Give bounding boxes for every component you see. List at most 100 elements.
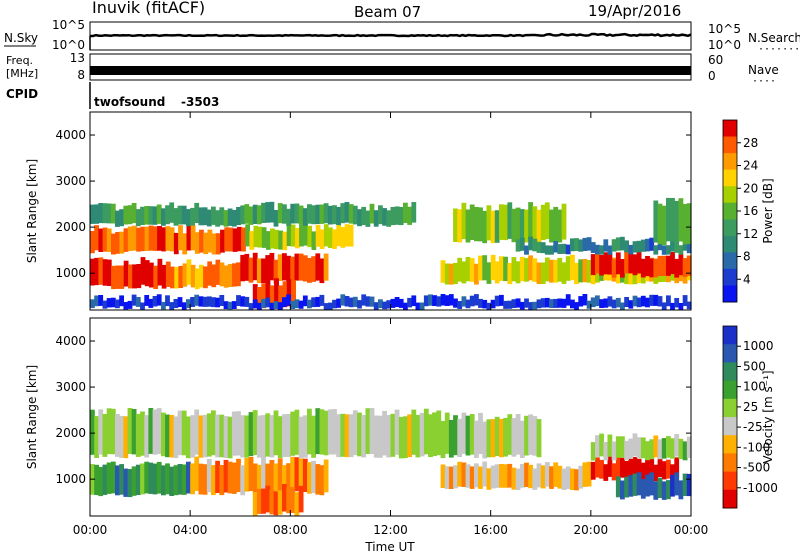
range-cell xyxy=(265,280,271,307)
range-cell xyxy=(599,299,604,308)
colorbar-swatch xyxy=(723,489,737,509)
range-cell xyxy=(474,294,479,306)
range-cell xyxy=(102,300,108,309)
range-cell xyxy=(478,255,483,281)
range-cell xyxy=(249,231,255,250)
range-cell xyxy=(524,298,529,308)
range-cell xyxy=(549,259,554,283)
range-cell xyxy=(590,254,596,276)
range-cell xyxy=(106,203,112,224)
range-cell xyxy=(165,261,171,287)
range-cell xyxy=(607,245,613,255)
range-cell xyxy=(645,238,650,252)
range-cell xyxy=(115,210,120,227)
range-cell xyxy=(127,300,133,309)
range-cell xyxy=(323,303,329,310)
range-cell xyxy=(286,487,291,514)
range-cell xyxy=(549,299,554,308)
range-cell xyxy=(532,238,538,252)
range-cell xyxy=(582,294,588,306)
range-cell xyxy=(557,465,563,489)
range-cell xyxy=(411,202,417,223)
range-cell xyxy=(628,457,634,478)
range-cell xyxy=(182,233,188,255)
range-cell xyxy=(373,415,379,458)
y-tick-label: 2000 xyxy=(55,220,86,234)
noise-left-tick-bottom: 10^0 xyxy=(52,38,85,52)
range-cell xyxy=(478,298,483,308)
range-cell xyxy=(666,197,671,242)
colorbar-tick-label: -500 xyxy=(743,461,770,475)
range-cell xyxy=(252,204,258,224)
date-title: 19/Apr/2016 xyxy=(588,2,681,20)
range-cell xyxy=(482,461,488,487)
range-cell xyxy=(407,206,412,225)
range-cell xyxy=(369,296,375,307)
range-cell xyxy=(248,303,254,310)
colorbar-swatch xyxy=(723,453,737,473)
range-cell xyxy=(670,239,675,252)
range-cell xyxy=(670,252,675,275)
range-cell xyxy=(286,294,291,306)
range-cell xyxy=(161,412,166,457)
y-tick-label: 4000 xyxy=(55,128,86,142)
range-cell xyxy=(595,435,600,458)
range-cell xyxy=(524,462,529,487)
range-cell xyxy=(149,262,154,288)
range-cell xyxy=(570,238,575,252)
range-cell xyxy=(503,464,508,488)
range-cell xyxy=(140,257,146,285)
range-cell xyxy=(653,435,659,458)
range-cell xyxy=(440,294,446,306)
range-cell xyxy=(206,296,212,307)
range-cell xyxy=(199,229,204,253)
range-cell xyxy=(290,256,296,283)
range-cell xyxy=(515,261,521,284)
range-cell xyxy=(261,258,266,284)
range-cell xyxy=(411,295,417,307)
range-cell xyxy=(106,462,112,494)
range-cell xyxy=(190,207,195,226)
range-cell xyxy=(611,259,617,278)
range-cell xyxy=(595,251,600,274)
noise-right-tick-top: 10^5 xyxy=(708,22,741,36)
range-cell xyxy=(528,255,533,281)
range-cell xyxy=(198,463,204,495)
range-cell xyxy=(494,416,500,456)
range-cell xyxy=(252,492,258,516)
range-cell xyxy=(323,224,329,247)
range-cell xyxy=(423,408,429,455)
range-cell xyxy=(190,297,195,307)
range-cell xyxy=(361,415,367,458)
range-cell xyxy=(165,295,170,307)
range-cell xyxy=(315,464,321,495)
range-cell xyxy=(666,436,671,458)
colorbar-frame xyxy=(722,325,738,509)
noise-search-label: N.Search xyxy=(748,31,800,45)
range-cell xyxy=(482,210,488,244)
range-cell xyxy=(615,237,621,251)
noise-search-dots: ······· xyxy=(758,44,800,55)
range-cell xyxy=(181,410,187,456)
range-cell xyxy=(294,409,300,455)
x-tick-label: 00:00 xyxy=(674,523,709,537)
range-cell xyxy=(269,201,275,223)
range-cell xyxy=(244,415,250,458)
range-cell xyxy=(186,416,191,459)
range-cell xyxy=(290,411,296,456)
range-cell xyxy=(570,299,575,309)
velocity-y-label: Slant Range [km] xyxy=(25,365,39,469)
range-cell xyxy=(194,232,200,254)
velocity-panel: 1000 2000 3000 4000 Slant Range [km] 1000 50… xyxy=(25,317,778,517)
range-cell xyxy=(215,414,220,458)
range-cell xyxy=(603,441,609,461)
range-cell xyxy=(256,488,262,514)
range-cell xyxy=(231,411,237,456)
range-cell xyxy=(486,468,492,490)
range-cell xyxy=(311,297,316,308)
range-cell xyxy=(131,203,137,224)
range-cell xyxy=(611,463,617,481)
range-cell xyxy=(670,438,675,459)
freq-right-tick-top: 60 xyxy=(708,53,723,67)
range-cell xyxy=(177,464,183,495)
